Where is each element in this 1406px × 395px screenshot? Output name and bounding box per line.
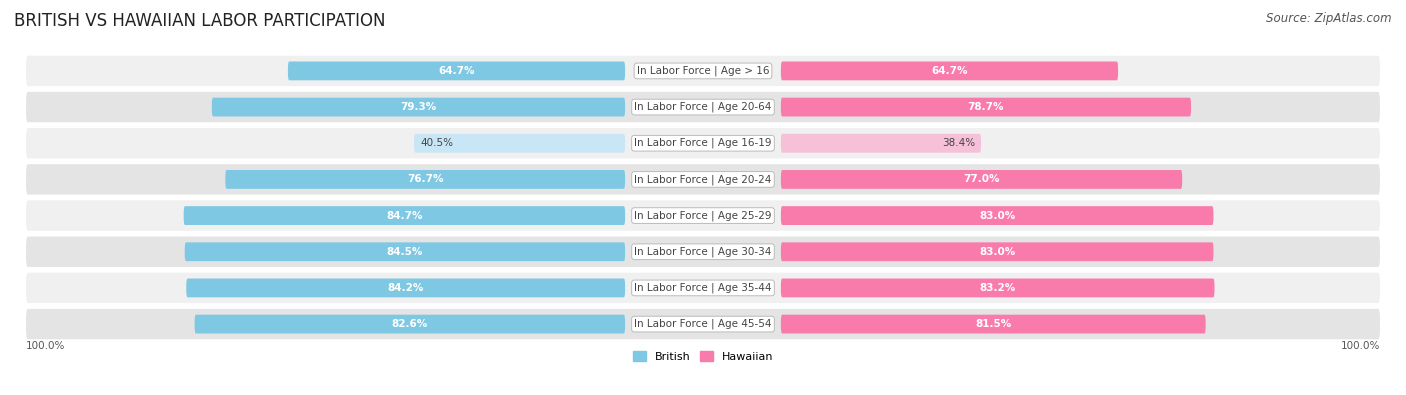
FancyBboxPatch shape bbox=[27, 273, 1379, 303]
FancyBboxPatch shape bbox=[780, 98, 1191, 117]
FancyBboxPatch shape bbox=[184, 243, 626, 261]
FancyBboxPatch shape bbox=[27, 164, 1379, 195]
FancyBboxPatch shape bbox=[413, 134, 626, 152]
FancyBboxPatch shape bbox=[27, 56, 1379, 86]
FancyBboxPatch shape bbox=[225, 170, 626, 189]
FancyBboxPatch shape bbox=[780, 62, 1118, 80]
Text: 100.0%: 100.0% bbox=[27, 341, 66, 351]
Text: BRITISH VS HAWAIIAN LABOR PARTICIPATION: BRITISH VS HAWAIIAN LABOR PARTICIPATION bbox=[14, 12, 385, 30]
Text: 76.7%: 76.7% bbox=[406, 175, 443, 184]
Text: Source: ZipAtlas.com: Source: ZipAtlas.com bbox=[1267, 12, 1392, 25]
Text: In Labor Force | Age 30-34: In Labor Force | Age 30-34 bbox=[634, 246, 772, 257]
FancyBboxPatch shape bbox=[780, 170, 1182, 189]
Text: 84.5%: 84.5% bbox=[387, 247, 423, 257]
Text: 38.4%: 38.4% bbox=[942, 138, 974, 148]
Text: In Labor Force | Age 35-44: In Labor Force | Age 35-44 bbox=[634, 283, 772, 293]
Text: 82.6%: 82.6% bbox=[392, 319, 427, 329]
Text: In Labor Force | Age 20-64: In Labor Force | Age 20-64 bbox=[634, 102, 772, 112]
Text: 64.7%: 64.7% bbox=[439, 66, 475, 76]
FancyBboxPatch shape bbox=[212, 98, 626, 117]
Text: 64.7%: 64.7% bbox=[931, 66, 967, 76]
Text: 79.3%: 79.3% bbox=[401, 102, 437, 112]
FancyBboxPatch shape bbox=[186, 278, 626, 297]
FancyBboxPatch shape bbox=[780, 243, 1213, 261]
FancyBboxPatch shape bbox=[194, 315, 626, 333]
Text: In Labor Force | Age 25-29: In Labor Force | Age 25-29 bbox=[634, 210, 772, 221]
FancyBboxPatch shape bbox=[288, 62, 626, 80]
Text: 81.5%: 81.5% bbox=[976, 319, 1011, 329]
Text: 83.2%: 83.2% bbox=[980, 283, 1015, 293]
Text: 84.2%: 84.2% bbox=[388, 283, 423, 293]
FancyBboxPatch shape bbox=[780, 315, 1206, 333]
Text: 40.5%: 40.5% bbox=[420, 138, 453, 148]
Text: In Labor Force | Age 16-19: In Labor Force | Age 16-19 bbox=[634, 138, 772, 149]
Text: 77.0%: 77.0% bbox=[963, 175, 1000, 184]
Text: In Labor Force | Age > 16: In Labor Force | Age > 16 bbox=[637, 66, 769, 76]
Text: In Labor Force | Age 45-54: In Labor Force | Age 45-54 bbox=[634, 319, 772, 329]
FancyBboxPatch shape bbox=[27, 200, 1379, 231]
Text: 100.0%: 100.0% bbox=[1340, 341, 1379, 351]
Text: 84.7%: 84.7% bbox=[387, 211, 423, 220]
Text: In Labor Force | Age 20-24: In Labor Force | Age 20-24 bbox=[634, 174, 772, 185]
FancyBboxPatch shape bbox=[780, 278, 1215, 297]
FancyBboxPatch shape bbox=[780, 134, 981, 152]
FancyBboxPatch shape bbox=[27, 92, 1379, 122]
FancyBboxPatch shape bbox=[27, 237, 1379, 267]
FancyBboxPatch shape bbox=[184, 206, 626, 225]
Text: 83.0%: 83.0% bbox=[979, 247, 1015, 257]
FancyBboxPatch shape bbox=[780, 206, 1213, 225]
Legend: British, Hawaiian: British, Hawaiian bbox=[628, 346, 778, 366]
FancyBboxPatch shape bbox=[27, 309, 1379, 339]
FancyBboxPatch shape bbox=[27, 128, 1379, 158]
Text: 83.0%: 83.0% bbox=[979, 211, 1015, 220]
Text: 78.7%: 78.7% bbox=[967, 102, 1004, 112]
